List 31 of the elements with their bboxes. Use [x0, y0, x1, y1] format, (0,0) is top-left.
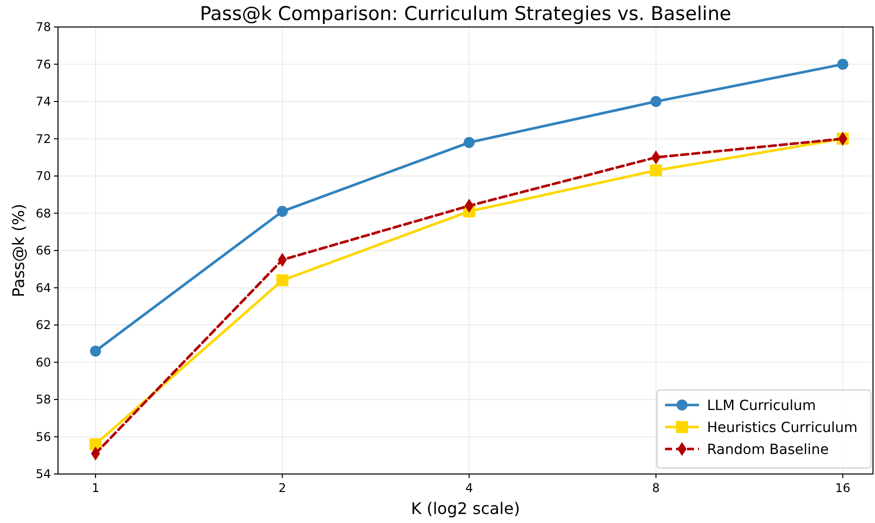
y-tick-label: 66 [36, 244, 51, 258]
chart-title: Pass@k Comparison: Curriculum Strategies vs. Baseline [200, 3, 732, 25]
legend-label: Random Baseline [707, 442, 829, 458]
y-tick-label: 54 [36, 467, 51, 482]
y-tick-label: 76 [36, 57, 51, 72]
y-tick-label: 68 [36, 206, 51, 220]
y-axis-title: Pass@k (%) [9, 204, 28, 298]
y-tick-label: 70 [36, 169, 51, 184]
y-tick-label: 60 [36, 355, 51, 370]
point [90, 346, 102, 357]
point [650, 96, 662, 107]
point [464, 136, 475, 148]
y-tick-label: 74 [36, 94, 51, 109]
x-tick-label: 2 [278, 481, 286, 495]
x-tick-label: 1 [92, 481, 100, 495]
point [837, 58, 848, 70]
y-tick-label: 58 [36, 392, 51, 407]
point [276, 206, 288, 217]
y-tick-label: 62 [36, 318, 51, 332]
y-tick-label: 64 [36, 280, 51, 295]
y-tick-label: 72 [36, 132, 51, 146]
x-tick-label: 4 [465, 481, 473, 495]
legend-label: LLM Curriculum [707, 398, 816, 414]
x-tick-label: 16 [835, 481, 850, 495]
point [276, 274, 288, 286]
point [650, 164, 662, 176]
x-axis-title: K (log2 scale) [411, 499, 520, 518]
y-tick-label: 78 [36, 20, 51, 34]
x-tick-label: 8 [652, 481, 660, 495]
legend-label: Heuristics Curriculum [707, 420, 858, 436]
y-tick-label: 56 [36, 430, 51, 444]
